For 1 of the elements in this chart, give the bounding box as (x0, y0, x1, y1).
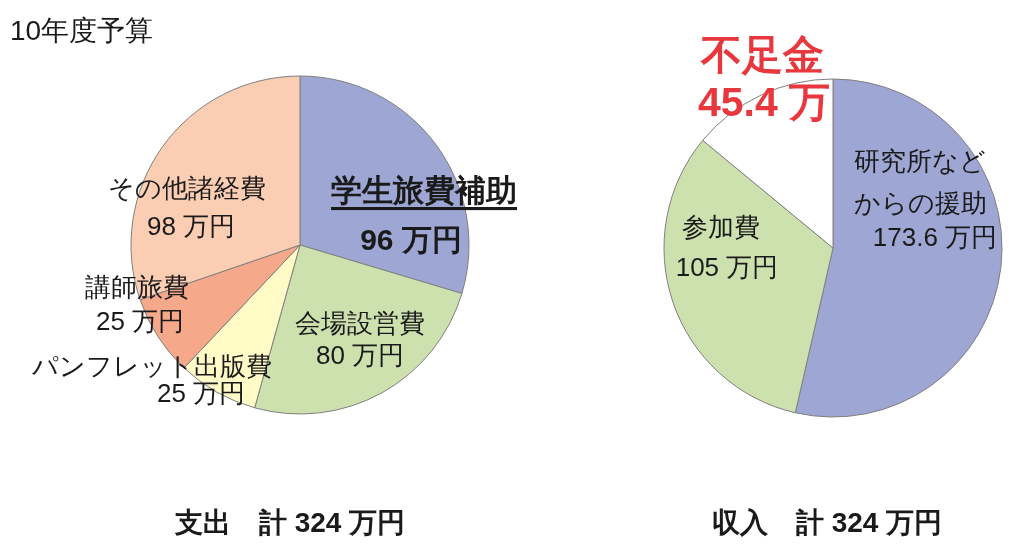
title: 10年度予算 (10, 14, 154, 46)
